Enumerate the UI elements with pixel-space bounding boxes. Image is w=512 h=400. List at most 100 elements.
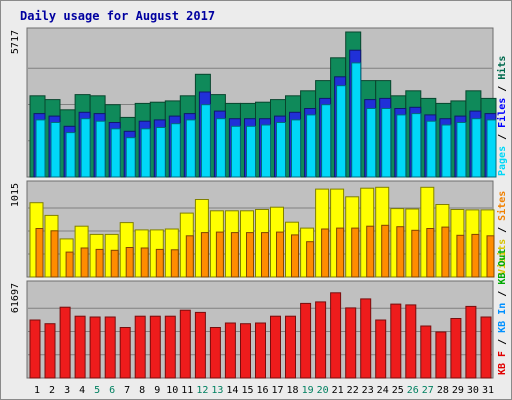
bar-sites-day-26 [411, 229, 420, 278]
x-tick-label-day-7: 7 [124, 385, 130, 396]
bar-kb-f-day-30 [465, 305, 477, 379]
x-tick-label-day-15: 15 [241, 385, 253, 396]
bar-sites-day-7 [125, 247, 134, 278]
chart-title: Daily usage for August 2017 [20, 9, 215, 23]
bar-pages-day-4 [80, 118, 91, 178]
x-tick-label-day-29: 29 [452, 385, 464, 396]
x-tick-label-day-27: 27 [422, 385, 434, 396]
bar-kb-f-day-10 [164, 315, 176, 379]
bar-kb-f-day-3 [59, 306, 71, 379]
bar-sites-day-31 [486, 235, 495, 278]
bar-sites-day-4 [80, 247, 89, 278]
legend-item-pages: Pages [497, 146, 508, 176]
bar-sites-day-3 [65, 251, 74, 278]
bar-kb-f-day-12 [194, 311, 206, 379]
panel-3-legend: KB F / KB In / KB Out [497, 249, 508, 375]
bar-sites-day-9 [155, 248, 164, 278]
bar-kb-f-day-14 [224, 322, 236, 379]
bar-sites-day-12 [200, 232, 209, 278]
bar-pages-day-22 [351, 62, 362, 178]
x-tick-label-day-1: 1 [34, 385, 40, 396]
bar-pages-day-8 [140, 128, 151, 178]
bar-pages-day-14 [230, 125, 241, 178]
bar-pages-day-28 [441, 124, 452, 178]
legend-separator: / [497, 333, 508, 351]
bar-kb-f-day-11 [179, 309, 191, 379]
legend-item-sites: Sites [496, 191, 508, 221]
bar-pages-day-11 [185, 119, 196, 178]
bar-pages-day-12 [200, 104, 211, 178]
bar-kb-f-day-17 [270, 315, 281, 379]
x-tick-label-day-8: 8 [139, 385, 145, 396]
bar-sites-day-19 [306, 241, 315, 278]
bar-sites-day-23 [366, 225, 375, 278]
bar-kb-f-day-19 [300, 302, 312, 379]
x-tick-label-day-9: 9 [154, 385, 160, 396]
x-tick-label-day-21: 21 [332, 385, 344, 396]
bar-kb-f-day-7 [119, 327, 131, 379]
x-tick-label-day-14: 14 [226, 385, 238, 396]
bar-sites-day-22 [351, 227, 360, 278]
x-tick-label-day-6: 6 [109, 385, 115, 396]
bar-pages-day-18 [291, 119, 301, 178]
bar-sites-day-24 [381, 224, 390, 278]
bar-kb-f-day-8 [134, 315, 146, 379]
bar-kb-f-day-27 [420, 325, 432, 379]
x-tick-label-day-17: 17 [271, 385, 283, 396]
legend-separator: / [497, 221, 508, 239]
x-tick-label-day-4: 4 [79, 385, 85, 396]
x-tick-label-day-28: 28 [437, 385, 449, 396]
bar-kb-f-day-24 [375, 319, 387, 379]
bar-sites-day-8 [140, 247, 149, 278]
bar-pages-day-2 [50, 122, 61, 178]
legend-item-visits: Visits [496, 239, 508, 275]
bar-kb-f-day-18 [285, 315, 296, 379]
legend-separator: / [497, 80, 508, 98]
bar-kb-f-day-31 [480, 316, 492, 379]
bar-kb-f-day-29 [450, 318, 462, 379]
bar-sites-day-1 [35, 228, 44, 278]
bar-pages-day-31 [486, 119, 497, 178]
bar-pages-day-5 [95, 120, 106, 178]
bar-kb-f-day-23 [360, 298, 372, 379]
x-tick-label-day-3: 3 [64, 385, 70, 396]
bar-sites-day-14 [230, 232, 239, 278]
x-tick-label-day-25: 25 [392, 385, 404, 396]
bar-pages-day-26 [411, 113, 422, 178]
bar-kb-f-day-15 [240, 323, 251, 379]
x-tick-label-day-10: 10 [166, 385, 178, 396]
bar-kb-f-day-20 [315, 301, 327, 379]
panel-2-max-label: 1015 [10, 183, 21, 207]
x-tick-label-day-12: 12 [196, 385, 208, 396]
x-tick-label-day-24: 24 [377, 385, 389, 396]
bar-pages-day-29 [456, 122, 467, 178]
legend-item-kb-in: KB In [497, 303, 508, 333]
bar-pages-day-9 [155, 127, 166, 178]
bar-sites-day-15 [246, 232, 254, 278]
bar-pages-day-3 [65, 132, 76, 178]
bar-sites-day-27 [426, 228, 435, 278]
bar-sites-day-20 [321, 228, 330, 278]
x-tick-label-day-20: 20 [317, 385, 329, 396]
panel-1-max-label: 5717 [10, 30, 21, 54]
legend-item-kb-f: KB F [497, 351, 508, 375]
bar-sites-day-25 [396, 226, 405, 278]
legend-item-hits: Hits [496, 56, 508, 80]
bar-sites-day-17 [276, 231, 284, 278]
bar-pages-day-10 [170, 123, 181, 178]
bar-pages-day-6 [110, 128, 121, 178]
bar-pages-day-15 [246, 125, 256, 178]
bar-sites-day-30 [471, 233, 480, 278]
bar-sites-day-11 [185, 235, 194, 278]
panel-1-legend: Pages / Files / Hits [496, 56, 508, 176]
x-tick-label-day-18: 18 [286, 385, 298, 396]
x-tick-label-day-31: 31 [482, 385, 494, 396]
bar-sites-day-13 [215, 231, 224, 278]
x-tick-label-day-22: 22 [347, 385, 359, 396]
bar-kb-f-day-22 [345, 307, 357, 379]
x-tick-label-day-23: 23 [362, 385, 374, 396]
bar-kb-f-day-9 [149, 315, 161, 379]
x-tick-label-day-26: 26 [407, 385, 419, 396]
bar-pages-day-30 [471, 118, 482, 178]
